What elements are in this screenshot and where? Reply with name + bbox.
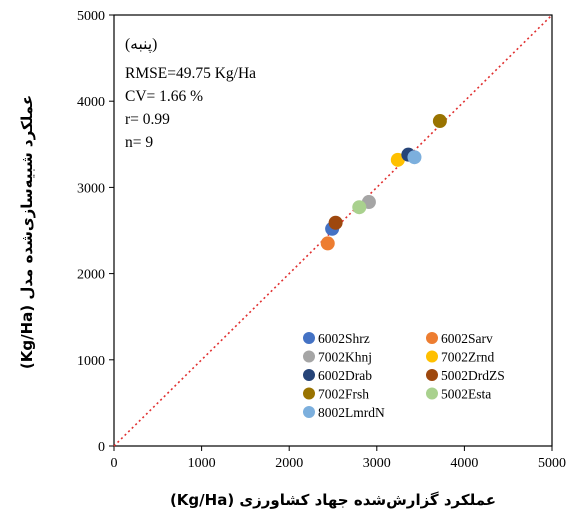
- data-point-7002Zrnd: [390, 152, 405, 167]
- legend-marker-6002Drab: [303, 369, 315, 381]
- legend-label-7002Zrnd: 7002Zrnd: [441, 350, 494, 365]
- data-point-6002Sarv: [320, 236, 335, 251]
- data-point-5002Esta: [352, 200, 367, 215]
- y-tick-label: 1000: [77, 354, 105, 369]
- legend-marker-7002Frsh: [303, 387, 315, 400]
- legend-label-5002Esta: 5002Esta: [441, 387, 491, 402]
- legend-label-7002Khnj: 7002Khnj: [318, 350, 372, 365]
- legend-label-6002Shrz: 6002Shrz: [318, 331, 370, 346]
- legend: 6002Shrz 6002Sarv 7002Khnj 7002Zrnd 6002Drab…: [303, 331, 505, 420]
- y-tick-label: 4000: [77, 95, 105, 110]
- y-tick-label: 0: [98, 440, 105, 455]
- y-tick-label: 3000: [77, 181, 105, 196]
- legend-label-5002DrdZS: 5002DrdZS: [441, 368, 505, 383]
- legend-marker-7002Khnj: [303, 350, 315, 363]
- legend-label-8002LmrdN: 8002LmrdN: [318, 405, 385, 420]
- legend-marker-6002Shrz: [303, 332, 315, 344]
- legend-marker-5002DrdZS: [426, 369, 438, 381]
- legend-marker-5002Esta: [426, 387, 438, 400]
- rmse-label: RMSE=49.75 Kg/Ha: [125, 65, 256, 82]
- y-tick-label: 2000: [77, 268, 105, 283]
- legend-label-6002Drab: 6002Drab: [318, 368, 372, 383]
- x-tick-label: 1000: [188, 456, 216, 471]
- x-tick-label: 5000: [538, 456, 566, 471]
- legend-marker-8002LmrdN: [303, 406, 315, 418]
- data-point-5002DrdZS: [328, 215, 343, 230]
- n-label: n= 9: [125, 134, 153, 151]
- x-axis-title: عملکرد گزارش‌شده جهاد کشاورزی (Kg/Ha): [170, 491, 496, 509]
- data-point-7002Frsh: [432, 114, 447, 129]
- x-tick-label: 4000: [450, 456, 478, 471]
- stats-annotation: (پنبه) RMSE=49.75 Kg/Ha CV= 1.66 % r= 0.…: [125, 36, 256, 151]
- cv-label: CV= 1.66 %: [125, 88, 203, 105]
- x-tick-label: 2000: [275, 456, 303, 471]
- legend-marker-7002Zrnd: [426, 350, 438, 363]
- y-axis-title: عملکرد شبیه‌سازی‌شده مدل (Kg/Ha): [18, 95, 36, 369]
- legend-label-6002Sarv: 6002Sarv: [441, 331, 493, 346]
- x-tick-label: 3000: [363, 456, 391, 471]
- crop-label: (پنبه): [125, 36, 157, 53]
- legend-marker-6002Sarv: [426, 332, 438, 344]
- plot-frame: [113, 14, 553, 447]
- x-tick-label: 0: [111, 456, 118, 471]
- r-label: r= 0.99: [125, 111, 170, 128]
- legend-label-7002Frsh: 7002Frsh: [318, 387, 369, 402]
- plot-area: 0 1000 2000 3000 4000 5000 0 1000 2000 3000 4000 50…: [77, 9, 566, 471]
- y-tick-label: 5000: [77, 9, 105, 24]
- data-point-8002LmrdN: [407, 150, 422, 165]
